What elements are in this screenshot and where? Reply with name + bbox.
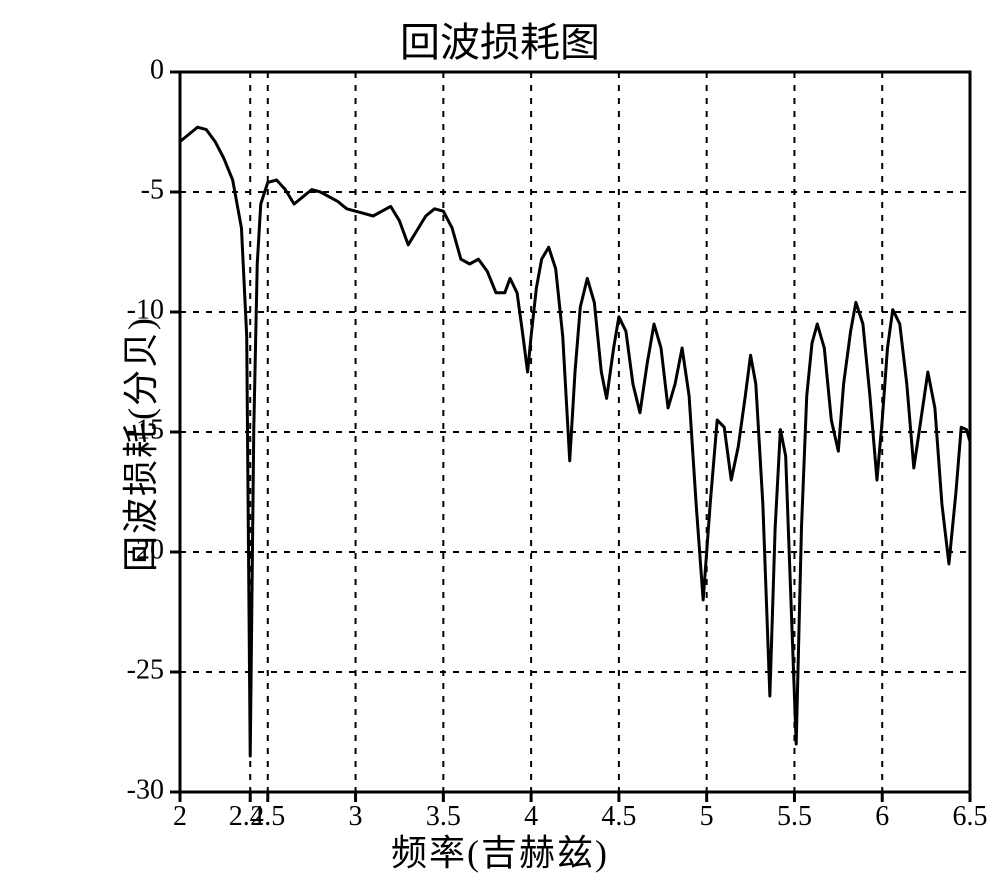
x-tick-label: 6.5	[953, 801, 988, 832]
x-tick-label: 2.4	[229, 801, 264, 832]
y-tick-label: -30	[127, 774, 164, 805]
y-tick-label: -25	[127, 654, 164, 685]
x-tick-label: 4.5	[601, 801, 636, 832]
y-tick-label: -10	[127, 294, 164, 325]
series-return-loss	[180, 127, 970, 756]
y-tick-label: -5	[141, 174, 164, 205]
y-tick-label: -20	[127, 534, 164, 565]
grid	[180, 72, 970, 792]
y-tick-label: -15	[127, 414, 164, 445]
x-tick-label: 2	[173, 801, 187, 832]
x-tick-label: 3.5	[426, 801, 461, 832]
x-tick-label: 5	[700, 801, 714, 832]
x-tick-label: 4	[524, 801, 538, 832]
y-tick-label: 0	[150, 54, 164, 85]
x-tick-label: 5.5	[777, 801, 812, 832]
x-tick-label: 3	[349, 801, 363, 832]
x-tick-label: 6	[875, 801, 889, 832]
chart-svg: 22.533.544.555.566.52.40-5-10-15-20-25-3…	[0, 0, 1000, 888]
